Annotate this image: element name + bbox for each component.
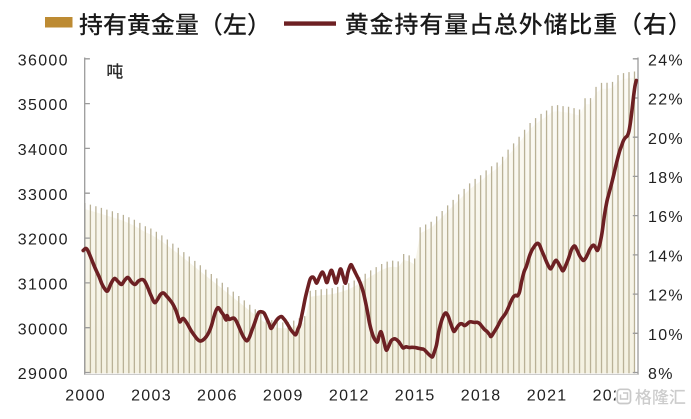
svg-text:33000: 33000	[18, 187, 69, 204]
svg-text:10%: 10%	[648, 327, 684, 344]
svg-text:16%: 16%	[648, 209, 684, 226]
svg-text:18%: 18%	[648, 170, 684, 187]
svg-text:2012: 2012	[329, 388, 370, 405]
svg-text:35000: 35000	[18, 97, 69, 114]
svg-text:14%: 14%	[648, 249, 684, 266]
svg-text:29000: 29000	[18, 366, 69, 383]
svg-text:2003: 2003	[131, 388, 172, 405]
svg-text:2009: 2009	[263, 388, 304, 405]
svg-text:2000: 2000	[65, 388, 106, 405]
svg-text:2021: 2021	[527, 388, 568, 405]
svg-text:32000: 32000	[18, 232, 69, 249]
svg-text:8%: 8%	[648, 366, 674, 383]
svg-text:22%: 22%	[648, 92, 684, 109]
svg-text:2018: 2018	[461, 388, 502, 405]
svg-text:24%: 24%	[648, 52, 684, 69]
svg-text:12%: 12%	[648, 288, 684, 305]
svg-text:36000: 36000	[18, 52, 69, 69]
svg-text:31000: 31000	[18, 277, 69, 294]
svg-text:20%: 20%	[648, 131, 684, 148]
svg-text:2015: 2015	[395, 388, 436, 405]
svg-text:2006: 2006	[197, 388, 238, 405]
svg-text:30000: 30000	[18, 321, 69, 338]
svg-text:34000: 34000	[18, 142, 69, 159]
